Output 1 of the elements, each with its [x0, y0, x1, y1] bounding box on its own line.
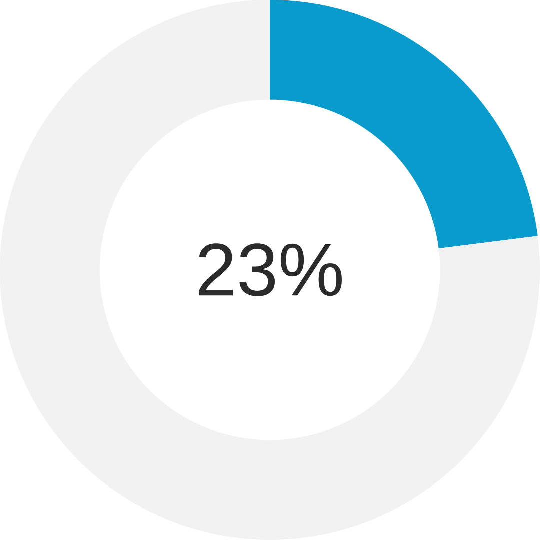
text: 23%: [199, 244, 342, 296]
